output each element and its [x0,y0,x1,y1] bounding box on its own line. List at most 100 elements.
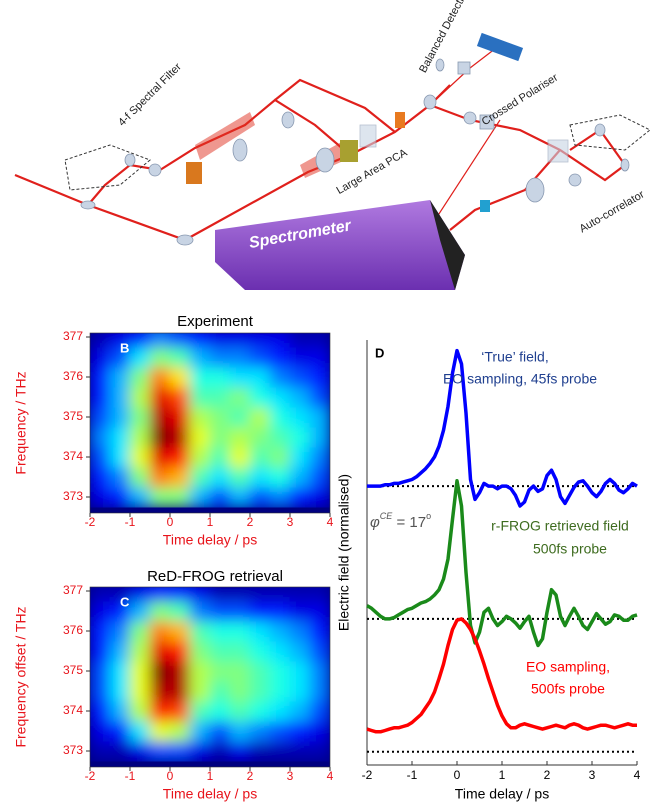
heatmap-cell [209,426,231,448]
heatmap-cell [169,446,191,468]
heatmap-cell [229,660,251,682]
heatmap-cell [109,700,131,722]
annotation: 500fs probe [533,541,607,557]
heatmap [90,587,330,767]
heatmap-cell [269,587,291,602]
heatmap-cell [229,620,251,642]
x-tick-label: 1 [499,768,506,782]
heatmap-cell [249,333,271,348]
heatmap-cell [269,620,291,642]
heatmap-cell [189,740,211,762]
heatmap-cell [249,406,271,428]
y-tick-label: 376 [63,369,83,383]
heatmap-cell [249,346,271,368]
heatmap-cell [229,406,251,428]
heatmap-cell [149,720,171,742]
heatmap-cell [289,446,311,468]
label: Auto-correlator [577,188,646,235]
y-tick-label: 375 [63,663,83,677]
heatmap-cell [209,366,231,388]
heatmap-cell [309,587,330,602]
chart-title: ReD-FROG retrieval [147,568,283,585]
heatmap-cell [189,600,211,622]
heatmap-cell [309,446,330,468]
phase-label: φCE = 17o [370,511,431,531]
heatmap-cell [109,486,131,508]
heatmap-cell [189,660,211,682]
heatmap-cell [149,660,171,682]
heatmap-cell [289,700,311,722]
y-tick-label: 377 [63,329,83,343]
heatmap-cell [289,406,311,428]
x-tick-label: 4 [327,515,334,529]
heatmap-cell [169,486,191,508]
heatmap-cell [189,720,211,742]
spectrometer-box [215,200,465,290]
heatmap-cell [229,680,251,702]
heatmap [90,333,330,513]
heatmap-cell [189,366,211,388]
heatmap-cell [90,406,111,428]
heatmap-cell [169,640,191,662]
heatmap-cell [289,640,311,662]
heatmap-cell [249,640,271,662]
x-tick-label: -2 [85,769,96,783]
label: Crossed Polariser [480,71,561,128]
heatmap-cell [189,346,211,368]
heatmap-cell [269,700,291,722]
heatmap-cell [289,386,311,408]
x-axis-label: Time delay / ps [163,532,257,548]
heatmap-cell [309,700,330,722]
heatmap-cell [269,640,291,662]
series-line [366,617,637,734]
heatmap-cell [269,680,291,702]
heatmap-cell [109,446,131,468]
heatmap-cell [289,740,311,762]
x-tick-label: 0 [454,768,461,782]
heatmap-cell [189,620,211,642]
x-tick-label: 0 [167,769,174,783]
x-tick-label: 2 [544,768,551,782]
heatmap-cell [269,600,291,622]
heatmap-cell [149,366,171,388]
heatmap-cell [249,680,271,702]
beam [87,98,351,206]
x-tick-label: 3 [287,515,294,529]
beam [429,44,501,106]
phase-value: = 17 [392,514,426,531]
heatmap-cell [309,466,330,488]
heatmap-cell [109,660,131,682]
beam [274,78,396,133]
heatmap-cell [149,446,171,468]
heatmap-cell [90,587,111,602]
heatmap-cell [149,740,171,762]
pca [340,140,358,162]
heatmap-cell [90,720,111,742]
heatmap-cell [129,406,151,428]
heatmap-cell [289,426,311,448]
heatmap-cell [189,640,211,662]
heatmap-cell [229,587,251,602]
heatmap-cell [249,426,271,448]
heatmap-cell [209,406,231,428]
heatmap-cell [209,620,231,642]
heatmap-cell [189,386,211,408]
heatmap-cell [129,386,151,408]
heatmap-cell [149,600,171,622]
heatmap-cell [169,406,191,428]
x-tick-label: 3 [287,769,294,783]
heatmap-cell [209,640,231,662]
spectrometer-side [430,200,465,290]
panel-label: D [375,345,384,360]
heatmap-cell [149,333,171,348]
x-tick-label: -2 [362,768,373,782]
heatmap-cell [309,346,330,368]
heatmap-cell [269,366,291,388]
heatmap-cell [209,486,231,508]
heatmap-cell [149,700,171,722]
heatmap-cell [269,486,291,508]
heatmap-cell [90,486,111,508]
heatmap-cell [269,386,291,408]
heatmap-cell [149,486,171,508]
y-tick-label: 376 [63,623,83,637]
